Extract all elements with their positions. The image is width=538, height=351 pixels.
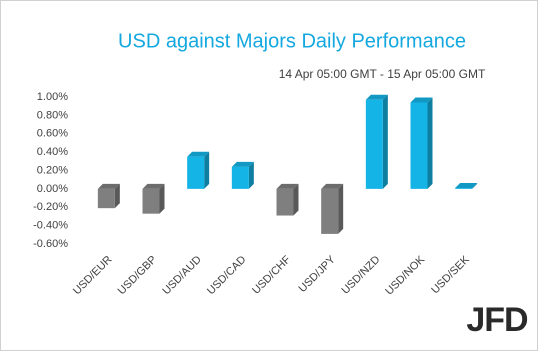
- bar-side: [427, 97, 433, 189]
- bar-side: [472, 182, 478, 189]
- y-tick-label: -0.20%: [33, 201, 68, 213]
- bar: [187, 156, 205, 189]
- bar-side: [382, 94, 388, 189]
- bar-top: [97, 183, 120, 189]
- bar-top: [455, 182, 478, 188]
- bar: [142, 188, 160, 214]
- bar: [365, 99, 383, 189]
- bar: [455, 187, 473, 189]
- bar-top: [276, 183, 299, 189]
- y-tick-label: -0.40%: [33, 220, 68, 232]
- y-tick-label: 0.60%: [37, 128, 68, 140]
- bar-side: [248, 161, 254, 189]
- y-tick-label: 0.80%: [37, 109, 68, 121]
- chart-subtitle: 14 Apr 05:00 GMT - 15 Apr 05:00 GMT: [279, 67, 486, 81]
- y-tick-label: 0.00%: [37, 183, 68, 195]
- bar: [410, 102, 428, 189]
- bar-side: [114, 183, 120, 209]
- y-tick-label: 0.20%: [37, 164, 68, 176]
- bar: [321, 188, 339, 234]
- bar-top: [187, 151, 210, 157]
- y-tick-label: 1.00%: [37, 91, 68, 103]
- y-tick-label: -0.60%: [33, 238, 68, 250]
- bar: [276, 188, 294, 216]
- bar-top: [231, 161, 254, 167]
- bar-side: [293, 183, 299, 216]
- y-tick-label: 0.40%: [37, 146, 68, 158]
- bar-top: [142, 183, 165, 189]
- bar-top: [321, 183, 344, 189]
- chart-title: USD against Majors Daily Performance: [118, 30, 466, 52]
- bar-top: [365, 94, 388, 100]
- bar-side: [338, 183, 344, 234]
- bar-side: [159, 183, 165, 214]
- bar-top: [410, 97, 433, 103]
- bar: [231, 166, 249, 189]
- bar: [97, 188, 115, 209]
- bar-side: [204, 151, 210, 189]
- logo: JFD: [466, 301, 528, 339]
